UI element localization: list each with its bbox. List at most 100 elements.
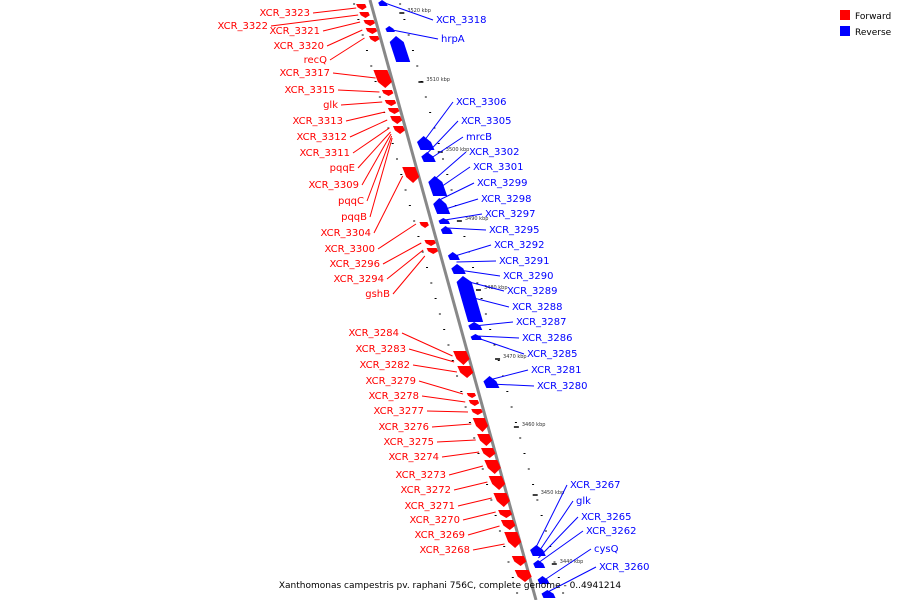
reverse-gene: [440, 226, 453, 234]
forward-gene-label: XCR_3284: [348, 328, 399, 339]
forward-connector: [453, 481, 488, 491]
reverse-connector: [535, 484, 568, 549]
forward-connector: [457, 497, 492, 507]
gene-features: [356, 0, 556, 598]
reverse-connector: [456, 260, 497, 263]
reverse-gene-label: XCR_3287: [516, 317, 567, 328]
forward-gene: [511, 556, 527, 566]
forward-connector: [349, 119, 388, 138]
forward-gene: [426, 248, 439, 254]
forward-gene-label: XCR_3313: [292, 116, 343, 127]
forward-gene-label: XCR_3300: [324, 244, 375, 255]
reverse-gene: [417, 136, 435, 150]
forward-connector: [467, 525, 500, 536]
reverse-gene-label: XCR_3280: [537, 381, 588, 392]
reverse-gene: [421, 152, 436, 162]
forward-gene-label: recQ: [304, 55, 328, 66]
forward-connector: [361, 133, 392, 186]
reverse-connector: [458, 269, 501, 277]
reverse-gene: [433, 198, 451, 214]
forward-connector: [421, 395, 466, 403]
reverse-gene-label: XCR_3318: [436, 15, 487, 26]
scale-label: 3500 kbp: [446, 147, 470, 153]
reverse-connector: [454, 244, 492, 257]
forward-connector: [382, 242, 422, 265]
legend-reverse-label: Reverse: [855, 28, 892, 38]
reverse-connector: [422, 101, 454, 143]
reverse-connector: [441, 198, 479, 211]
forward-gene: [359, 12, 370, 18]
reverse-connector: [426, 120, 459, 155]
legend-forward-swatch: [840, 10, 850, 20]
forward-gene: [493, 493, 510, 507]
reverse-gene-label: XCR_3286: [522, 333, 573, 344]
legend-reverse-swatch: [840, 26, 850, 36]
forward-gene: [424, 240, 436, 246]
forward-connector: [408, 348, 455, 363]
forward-gene-label: XCR_3315: [284, 85, 335, 96]
reverse-connector: [489, 369, 529, 381]
reverse-connector: [477, 337, 525, 355]
forward-gene: [365, 28, 378, 34]
forward-gene-label: XCR_3311: [299, 148, 350, 159]
reverse-gene: [483, 376, 500, 388]
reverse-connector: [476, 335, 520, 339]
forward-connector: [426, 410, 469, 413]
forward-gene-label: glk: [323, 100, 338, 111]
forward-gene: [419, 222, 429, 228]
forward-gene-label: XCR_3271: [404, 501, 455, 512]
reverse-connector: [465, 295, 510, 308]
reverse-connector: [539, 530, 584, 563]
forward-connector: [329, 37, 365, 61]
forward-gene-label: XCR_3320: [273, 41, 324, 52]
forward-connector: [337, 89, 380, 93]
caption: Xanthomonas campestris pv. raphani 756C,…: [279, 581, 622, 591]
forward-connector: [352, 127, 390, 154]
forward-connector: [340, 101, 383, 106]
reverse-connector: [427, 136, 464, 161]
forward-gene: [484, 460, 501, 474]
reverse-gene: [378, 0, 388, 6]
forward-gene: [471, 409, 483, 415]
reverse-gene-label: XCR_3306: [456, 97, 507, 108]
scale-label: 3480 kbp: [484, 285, 508, 291]
reverse-gene-label: XCR_3295: [489, 225, 540, 236]
forward-gene-label: gshB: [365, 289, 390, 300]
scale-label: 3520 kbp: [407, 8, 431, 14]
reverse-gene-label: XCR_3265: [581, 512, 632, 523]
forward-connector: [322, 21, 361, 32]
reverse-gene: [541, 590, 556, 598]
forward-gene-label: pqqC: [338, 196, 364, 207]
forward-gene: [481, 448, 496, 458]
reverse-connector: [474, 321, 514, 327]
scale-label: 3450 kbp: [541, 490, 565, 496]
forward-gene: [363, 20, 375, 26]
forward-gene-label: XCR_3276: [378, 422, 429, 433]
reverse-connector: [439, 182, 475, 201]
forward-gene-label: XCR_3312: [296, 132, 347, 143]
reverse-gene: [530, 545, 546, 556]
reverse-connector: [544, 548, 592, 581]
reverse-gene-label: XCR_3292: [494, 240, 545, 251]
forward-gene: [392, 126, 405, 134]
reverse-gene-label: XCR_3290: [503, 271, 554, 282]
forward-connector: [373, 175, 404, 234]
reverse-connector: [392, 29, 439, 40]
scale-label: 3460 kbp: [522, 422, 546, 428]
reverse-gene-label: XCR_3305: [461, 116, 512, 127]
forward-gene-label: XCR_3296: [329, 259, 380, 270]
forward-gene-label: XCR_3275: [383, 437, 434, 448]
forward-gene: [466, 393, 476, 398]
forward-connector: [270, 14, 359, 27]
forward-gene-label: XCR_3283: [355, 344, 406, 355]
scale-label: 3470 kbp: [503, 354, 527, 360]
reverse-gene: [385, 26, 395, 32]
forward-gene: [381, 90, 394, 96]
reverse-connector: [433, 151, 467, 181]
reverse-connector: [444, 213, 483, 221]
reverse-connector: [447, 227, 487, 231]
forward-gene-label: XCR_3268: [419, 545, 470, 556]
forward-gene: [504, 532, 522, 548]
reverse-gene-label: XCR_3288: [512, 302, 563, 313]
